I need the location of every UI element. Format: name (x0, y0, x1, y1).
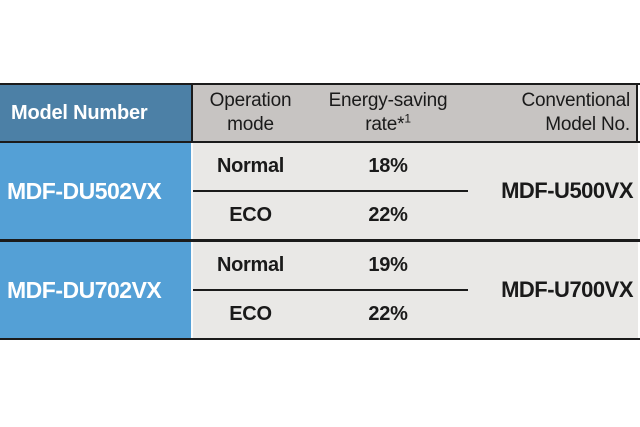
header-conventional-line1: Conventional (521, 90, 630, 111)
header-conventional-model: Conventional Model No. (468, 85, 638, 141)
footnote-marker: 1 (404, 111, 411, 126)
header-column-divider (191, 85, 193, 141)
header-conventional-line2: Model No. (545, 114, 630, 135)
mode-cell-eco: ECO (193, 192, 308, 239)
header-operation-mode: Operation mode (193, 85, 308, 141)
column-divider (191, 242, 193, 338)
model-block-du502vx: MDF-DU502VX Normal 18% ECO 22% MDF-U500V… (0, 143, 640, 239)
model-number-cell: MDF-DU502VX (0, 143, 191, 239)
header-energy-line1: Energy-saving (328, 90, 448, 111)
header-operation-mode-line2: mode (227, 114, 274, 135)
rate-cell: 19% (308, 242, 468, 289)
column-divider (191, 143, 193, 239)
model-number-cell: MDF-DU702VX (0, 242, 191, 338)
rate-cell: 18% (308, 143, 468, 190)
header-energy-rate-text: rate* (365, 114, 405, 135)
mode-cell-normal: Normal (193, 242, 308, 289)
header-energy-line2: rate*1 (365, 113, 411, 137)
mode-cell-eco: ECO (193, 291, 308, 338)
header-operation-mode-line1: Operation (209, 90, 292, 111)
conventional-model-cell: MDF-U700VX (468, 242, 638, 338)
table-header-row: Model Number Operation mode Energy-savin… (0, 83, 640, 143)
header-energy-saving-rate: Energy-saving rate*1 (308, 85, 468, 141)
row-divider (193, 289, 468, 291)
table-bottom-border (0, 338, 640, 340)
conventional-model-cell: MDF-U500VX (468, 143, 638, 239)
spec-table: Model Number Operation mode Energy-savin… (0, 83, 640, 340)
rate-cell: 22% (308, 291, 468, 338)
row-divider (193, 190, 468, 192)
header-model-number: Model Number (0, 85, 191, 141)
model-block-du702vx: MDF-DU702VX Normal 19% ECO 22% MDF-U700V… (0, 242, 640, 338)
rate-cell: 22% (308, 192, 468, 239)
block-divider (0, 239, 640, 242)
mode-cell-normal: Normal (193, 143, 308, 190)
